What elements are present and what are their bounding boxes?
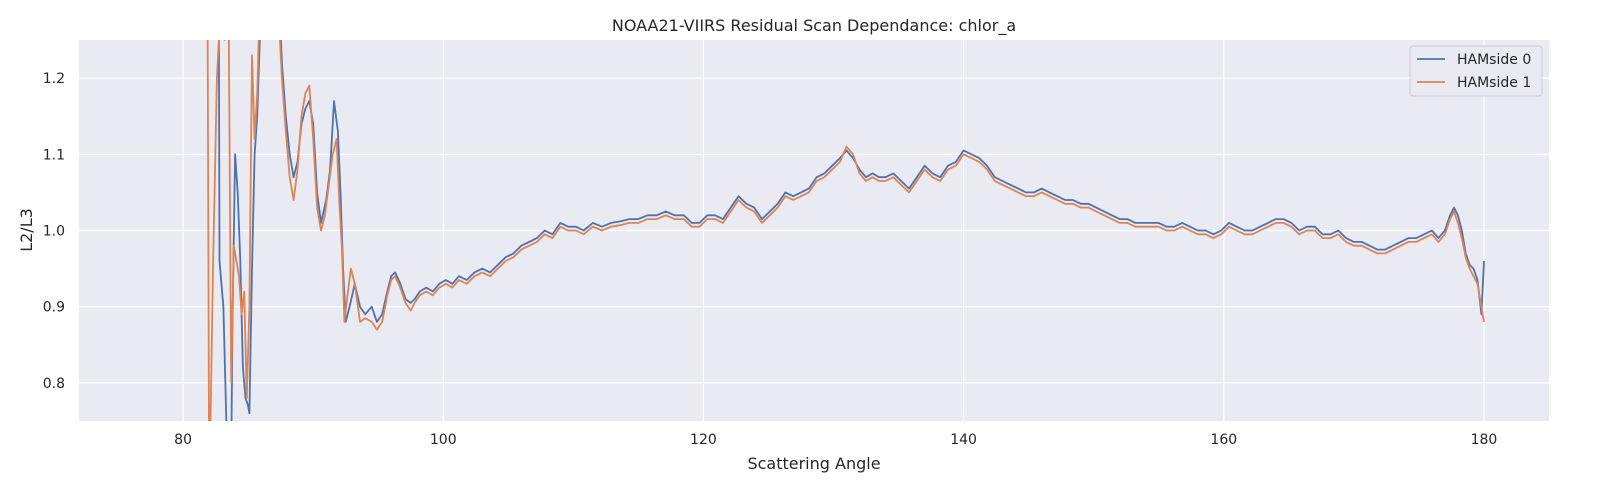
x-tick-label: 140	[950, 432, 977, 448]
series-line-hamside-0	[218, 40, 1485, 421]
y-tick-label: 1.2	[43, 71, 65, 87]
x-tick-label: 180	[1471, 432, 1498, 448]
y-tick-label: 1.0	[43, 224, 65, 240]
series-lines	[206, 40, 1485, 421]
legend-label-hamside-0: HAMside 0	[1457, 52, 1531, 68]
x-tick-label: 100	[430, 432, 457, 448]
y-axis-label: L2/L3	[17, 208, 36, 252]
x-tick-label: 160	[1210, 432, 1237, 448]
series-line-hamside-1	[206, 40, 1485, 421]
y-tick-labels: 0.8 0.9 1.0 1.1 1.2	[43, 71, 65, 392]
x-tick-labels: 80 100 120 140 160 180	[174, 432, 1497, 448]
y-tick-label: 1.1	[43, 147, 65, 163]
gridlines	[79, 40, 1549, 421]
legend-label-hamside-1: HAMside 1	[1457, 75, 1531, 91]
legend: HAMside 0 HAMside 1	[1409, 45, 1543, 97]
x-axis-label: Scattering Angle	[747, 454, 880, 473]
y-tick-label: 0.8	[43, 376, 65, 392]
x-tick-label: 80	[174, 432, 192, 448]
x-tick-label: 120	[690, 432, 717, 448]
chart-title: NOAA21-VIIRS Residual Scan Dependance: c…	[612, 16, 1016, 36]
y-tick-label: 0.9	[43, 300, 65, 316]
